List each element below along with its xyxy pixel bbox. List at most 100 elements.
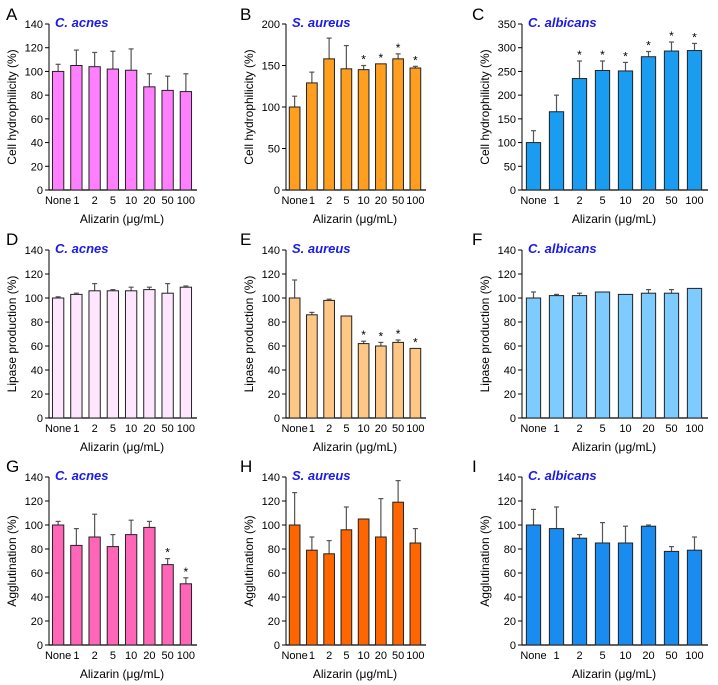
bar [663,550,680,646]
y-tick-label: 0 [37,185,43,197]
x-axis-title: Alizarin (μg/mL) [313,212,397,226]
y-tick-label: 60 [31,568,43,580]
y-tick-label: 140 [498,245,516,257]
y-tick-label: 100 [25,293,43,305]
y-tick-label: 50 [268,144,280,156]
x-tick-label: 2 [92,650,98,662]
x-tick-label: 10 [358,195,370,207]
y-tick-label: 120 [25,269,43,281]
x-tick-label: 50 [162,195,174,207]
bar [179,286,193,419]
bar [548,295,565,419]
x-tick-label: 1 [309,195,315,207]
x-tick-label: None [45,423,71,435]
y-tick-label: 60 [504,341,516,353]
y-tick-label: 80 [31,317,43,329]
panel-g: G C. acnes020406080100120140Agglutination… [5,457,197,681]
x-tick-label: 10 [619,423,631,435]
y-tick-label: 80 [268,544,280,556]
y-tick-label: 120 [25,43,43,55]
bar [88,66,101,191]
y-tick-label: 200 [262,19,280,31]
y-tick-label: 100 [498,138,516,150]
x-tick-label: 5 [599,650,605,662]
x-axis-title: Alizarin (μg/mL) [572,440,656,454]
organism-title: C. albicans [528,468,597,483]
x-tick-label: None [45,195,71,207]
y-tick-label: 0 [37,413,43,425]
organism-title: C. albicans [528,15,597,30]
bar [106,68,120,191]
y-tick-label: 140 [262,472,280,484]
y-tick-label: 140 [498,472,516,484]
panel-letter: B [240,5,251,24]
y-tick-label: 350 [498,19,516,31]
x-tick-label: 20 [143,195,155,207]
x-axis-title: Alizarin (μg/mL) [80,440,164,454]
bar [409,347,422,419]
panel-i: I C. albicans020406080100120140Agglutinat… [472,457,708,681]
y-tick-label: 20 [268,389,280,401]
y-axis-title: Agglutination (%) [242,515,256,606]
significance-star: * [379,329,384,343]
x-tick-label: 1 [73,650,79,662]
y-tick-label: 300 [498,43,516,55]
x-tick-label: 1 [309,423,315,435]
x-tick-label: 10 [358,650,370,662]
x-tick-label: 1 [73,195,79,207]
x-tick-label: 10 [125,650,137,662]
y-tick-label: 100 [262,102,280,114]
bar [143,526,156,646]
y-tick-label: 100 [25,520,43,532]
x-tick-label: 20 [375,195,387,207]
bar [617,293,634,419]
x-tick-label: 100 [406,423,424,435]
y-tick-label: 100 [498,520,516,532]
panel-letter: I [472,457,477,476]
y-tick-label: 250 [498,66,516,78]
significance-star: * [600,48,605,62]
bar [525,142,542,191]
x-tick-label: 5 [110,650,116,662]
bar [124,290,138,419]
y-tick-label: 100 [262,520,280,532]
bar [161,292,174,419]
panel-letter: H [240,457,252,476]
bar [663,50,680,191]
bar [686,549,703,646]
y-tick-label: 0 [274,413,280,425]
x-tick-label: 5 [110,195,116,207]
panel-letter: C [472,5,484,24]
organism-title: C. acnes [55,15,108,30]
organism-title: C. acnes [55,468,108,483]
bar [375,345,387,419]
x-axis-title: Alizarin (μg/mL) [80,667,164,681]
significance-star: * [413,53,418,67]
x-tick-label: 5 [599,195,605,207]
bar [306,314,318,419]
y-tick-label: 0 [274,640,280,652]
y-tick-label: 0 [510,640,516,652]
x-tick-label: None [520,650,546,662]
panel-letter: E [240,230,251,249]
bar [357,343,370,419]
y-tick-label: 60 [268,341,280,353]
panel-letter: G [6,457,19,476]
bar [306,82,318,191]
x-tick-label: 10 [358,423,370,435]
x-tick-label: 50 [665,423,677,435]
bar [594,69,611,191]
organism-title: S. aureus [292,15,351,30]
x-tick-label: 5 [343,650,349,662]
y-tick-label: 50 [504,161,516,173]
x-tick-label: None [520,423,546,435]
bar [409,542,422,646]
bar [51,524,65,646]
x-tick-label: 50 [392,423,404,435]
x-tick-label: 100 [406,195,424,207]
organism-title: S. aureus [292,468,351,483]
significance-star: * [396,41,401,55]
bar [288,524,301,646]
x-tick-label: 20 [375,423,387,435]
